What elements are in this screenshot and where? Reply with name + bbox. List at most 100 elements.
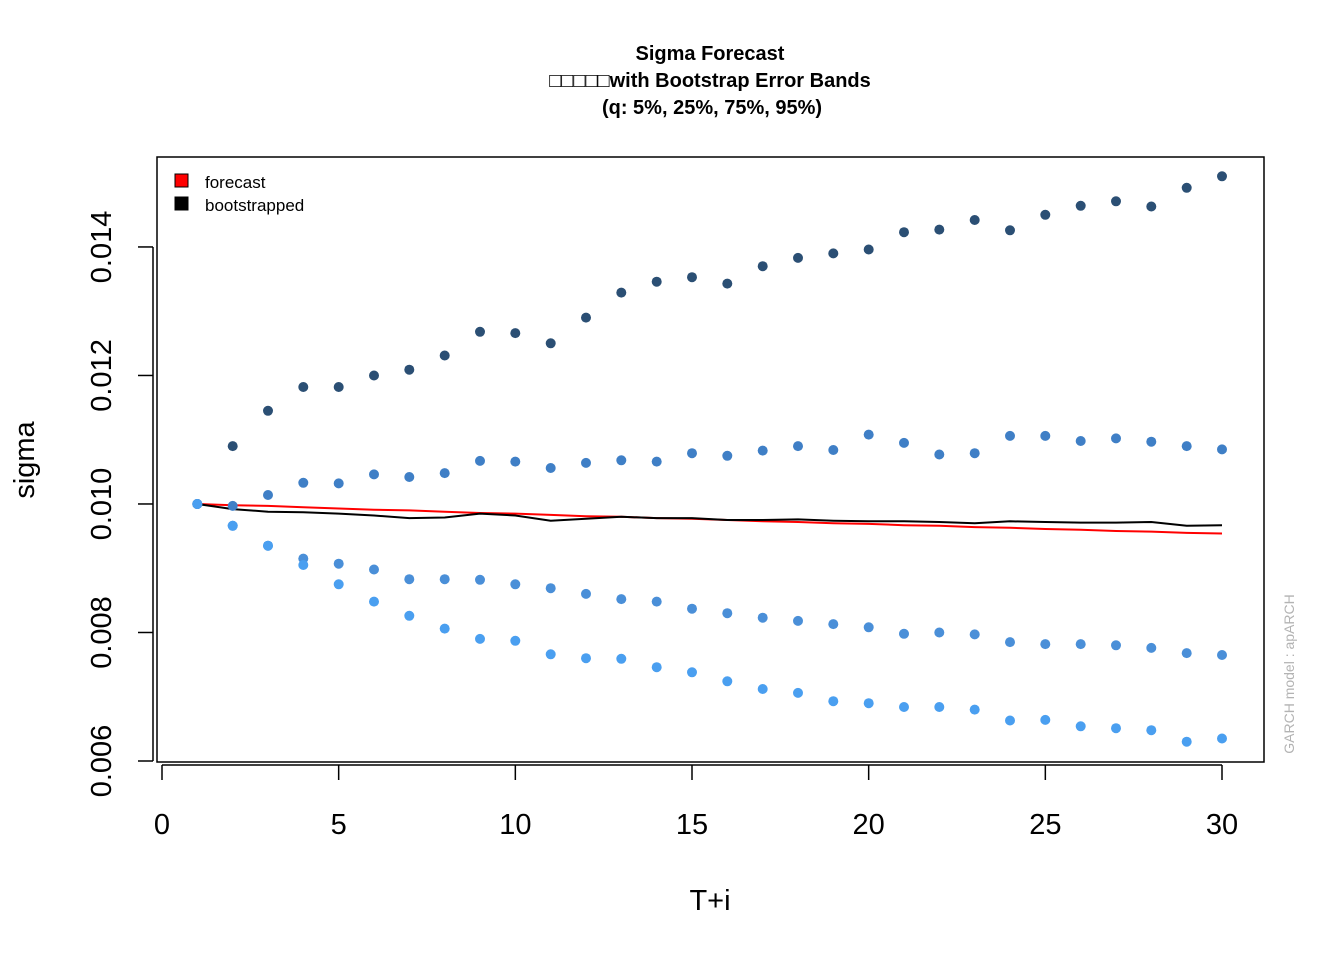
point-q05 bbox=[616, 653, 627, 664]
point-q75 bbox=[899, 437, 909, 448]
point-q25 bbox=[369, 564, 379, 575]
point-q05 bbox=[687, 667, 697, 678]
point-q05 bbox=[227, 520, 238, 531]
point-q95 bbox=[298, 382, 309, 392]
point-q75 bbox=[1040, 430, 1051, 441]
point-q75 bbox=[439, 468, 450, 479]
point-q25 bbox=[439, 574, 450, 585]
point-q25 bbox=[545, 583, 556, 594]
point-q05 bbox=[333, 579, 344, 590]
chart-title: Sigma Forecast bbox=[636, 43, 785, 65]
point-q05 bbox=[1075, 721, 1086, 732]
point-q05 bbox=[793, 687, 803, 698]
point-q25 bbox=[1146, 642, 1157, 653]
point-q25 bbox=[1075, 639, 1086, 650]
point-q25 bbox=[333, 558, 344, 569]
series-line-bootstrapped bbox=[197, 503, 1223, 527]
point-q25 bbox=[828, 619, 839, 630]
point-q75 bbox=[510, 456, 521, 467]
point-q25 bbox=[1005, 637, 1015, 648]
point-q75 bbox=[475, 455, 485, 466]
point-q75 bbox=[581, 457, 591, 468]
point-q25 bbox=[1217, 650, 1227, 660]
point-q05 bbox=[545, 649, 556, 660]
chart-subtitle-line-1: □□□□□with Bootstrap Error Bands bbox=[549, 70, 871, 92]
point-q95 bbox=[828, 248, 839, 259]
point-q75 bbox=[1146, 436, 1157, 447]
point-q05 bbox=[1040, 714, 1051, 725]
point-q75 bbox=[1181, 441, 1192, 452]
point-q75 bbox=[1005, 430, 1015, 441]
x-tick-label: 20 bbox=[853, 809, 885, 841]
point-q95 bbox=[1040, 209, 1051, 220]
point-q95 bbox=[1005, 225, 1015, 236]
point-q05 bbox=[1217, 733, 1227, 744]
point-q75 bbox=[1075, 436, 1086, 446]
point-q75 bbox=[1111, 433, 1121, 444]
plot-area bbox=[192, 171, 1227, 747]
point-q95 bbox=[439, 350, 450, 361]
x-axis-title: T+i bbox=[689, 885, 730, 917]
y-tick-label: 0.014 bbox=[86, 211, 118, 284]
point-q75 bbox=[333, 478, 344, 489]
point-q05 bbox=[651, 662, 662, 673]
point-q05 bbox=[828, 696, 839, 707]
x-tick-label: 15 bbox=[676, 809, 708, 841]
legend-swatch-forecast bbox=[174, 173, 189, 188]
point-q95 bbox=[333, 382, 344, 392]
point-q95 bbox=[1111, 196, 1121, 207]
point-q95 bbox=[793, 252, 803, 263]
y-tick-label: 0.010 bbox=[86, 468, 118, 541]
point-q05 bbox=[1181, 736, 1192, 747]
x-tick-label: 30 bbox=[1206, 809, 1238, 841]
point-q95 bbox=[616, 287, 627, 298]
point-q75 bbox=[545, 463, 556, 473]
legend: forecast bootstrapped bbox=[174, 173, 304, 215]
point-q25 bbox=[934, 627, 945, 638]
point-q95 bbox=[651, 276, 662, 287]
y-tick-label: 0.012 bbox=[86, 339, 118, 412]
point-q95 bbox=[510, 328, 521, 339]
point-q25 bbox=[687, 603, 697, 614]
point-q05 bbox=[263, 540, 273, 551]
point-q95 bbox=[263, 405, 273, 416]
point-q05 bbox=[475, 633, 485, 644]
point-q25 bbox=[899, 628, 909, 639]
point-q05 bbox=[581, 653, 591, 664]
point-q25 bbox=[969, 629, 980, 640]
point-q95 bbox=[687, 272, 697, 283]
point-q25 bbox=[651, 596, 662, 607]
point-q05 bbox=[298, 560, 309, 570]
point-q75 bbox=[793, 441, 803, 452]
point-q25 bbox=[863, 622, 874, 633]
point-q75 bbox=[863, 429, 874, 440]
point-q95 bbox=[1181, 182, 1192, 193]
point-q75 bbox=[263, 490, 273, 500]
point-q75 bbox=[404, 472, 415, 482]
point-q95 bbox=[863, 244, 874, 255]
point-q05 bbox=[863, 698, 874, 709]
point-q05 bbox=[722, 676, 733, 687]
point-q75 bbox=[757, 445, 768, 456]
point-q25 bbox=[1040, 639, 1051, 650]
point-q75 bbox=[369, 469, 379, 480]
x-tick-label: 10 bbox=[499, 809, 531, 841]
point-q05 bbox=[757, 684, 768, 694]
point-q05 bbox=[439, 623, 450, 634]
point-q75 bbox=[616, 455, 627, 466]
model-watermark: GARCH model : apARCH bbox=[1281, 594, 1297, 754]
point-q25 bbox=[404, 574, 415, 585]
y-tick-label: 0.006 bbox=[86, 725, 118, 798]
point-q95 bbox=[404, 364, 415, 375]
x-tick-label: 5 bbox=[331, 809, 347, 841]
point-q95 bbox=[581, 312, 591, 323]
point-q05 bbox=[510, 635, 521, 646]
legend-swatch-bootstrapped bbox=[174, 196, 189, 211]
point-q75 bbox=[227, 500, 238, 511]
point-q95 bbox=[722, 278, 733, 289]
y-tick-label: 0.008 bbox=[86, 596, 118, 669]
point-q75 bbox=[651, 456, 662, 467]
y-axis-title: sigma bbox=[9, 420, 41, 498]
point-q75 bbox=[828, 445, 839, 455]
